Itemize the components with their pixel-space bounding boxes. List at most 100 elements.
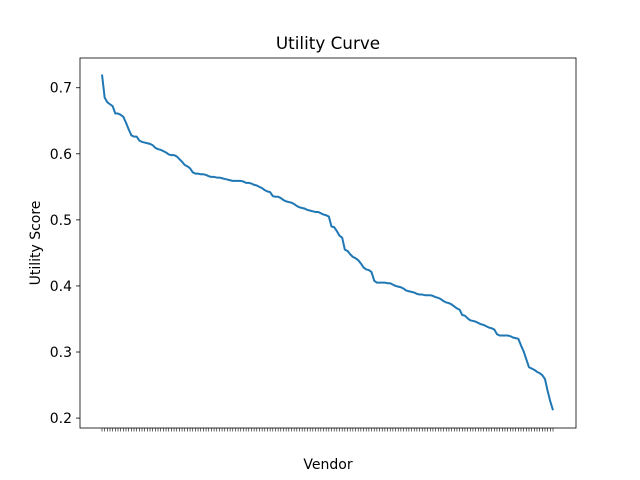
data-point <box>179 158 180 159</box>
data-point <box>149 143 150 144</box>
data-point <box>238 180 239 181</box>
data-point <box>136 136 137 137</box>
data-point <box>211 176 212 177</box>
data-point <box>526 359 527 360</box>
data-point <box>123 116 124 117</box>
data-point <box>379 282 380 283</box>
data-point <box>184 164 185 165</box>
data-point <box>192 172 193 173</box>
data-point <box>326 215 327 216</box>
data-point <box>392 284 393 285</box>
data-point <box>128 129 129 130</box>
data-point <box>286 201 287 202</box>
data-point <box>165 152 166 153</box>
data-point <box>491 328 492 329</box>
y-tick-label: 0.5 <box>50 213 72 229</box>
data-point <box>539 373 540 374</box>
data-point <box>157 149 158 150</box>
data-point <box>107 102 108 103</box>
data-point <box>229 180 230 181</box>
data-point <box>395 285 396 286</box>
data-point <box>427 295 428 296</box>
data-point <box>528 367 529 368</box>
data-point <box>181 161 182 162</box>
data-point <box>443 301 444 302</box>
data-point <box>432 295 433 296</box>
x-axis <box>101 428 554 432</box>
data-point <box>310 210 311 211</box>
data-point <box>507 335 508 336</box>
data-point <box>328 216 329 217</box>
data-point <box>358 260 359 261</box>
data-point <box>307 209 308 210</box>
data-point <box>125 122 126 123</box>
data-point <box>515 338 516 339</box>
data-point <box>246 182 247 183</box>
data-point <box>302 207 303 208</box>
data-point <box>518 338 519 339</box>
data-point <box>366 269 367 270</box>
data-point <box>256 185 257 186</box>
data-point <box>419 294 420 295</box>
data-point <box>339 235 340 236</box>
data-point <box>267 191 268 192</box>
data-point <box>350 254 351 255</box>
data-point <box>254 184 255 185</box>
data-point <box>454 306 455 307</box>
data-point <box>163 151 164 152</box>
data-point <box>213 176 214 177</box>
data-point <box>259 186 260 187</box>
data-point <box>390 283 391 284</box>
data-point <box>430 295 431 296</box>
y-tick-label: 0.7 <box>50 81 72 97</box>
data-point <box>219 177 220 178</box>
data-point <box>534 369 535 370</box>
data-point <box>552 410 553 411</box>
data-point <box>480 324 481 325</box>
data-point <box>438 297 439 298</box>
data-point <box>221 178 222 179</box>
data-point <box>475 321 476 322</box>
data-point <box>251 183 252 184</box>
data-point <box>472 320 473 321</box>
data-point <box>414 292 415 293</box>
data-point <box>424 295 425 296</box>
data-point <box>467 318 468 319</box>
data-point <box>352 256 353 257</box>
data-point <box>200 174 201 175</box>
data-point <box>446 302 447 303</box>
data-point <box>456 308 457 309</box>
data-point <box>224 178 225 179</box>
data-point <box>435 297 436 298</box>
data-point <box>248 182 249 183</box>
y-tick-label: 0.4 <box>50 279 72 295</box>
y-axis: 0.2 0.3 0.4 0.5 0.6 0.7 <box>50 81 80 427</box>
data-point <box>304 208 305 209</box>
data-point <box>536 371 537 372</box>
data-point <box>291 202 292 203</box>
data-point <box>299 207 300 208</box>
data-point <box>371 271 372 272</box>
data-point <box>283 199 284 200</box>
data-point <box>384 282 385 283</box>
y-tick-label: 0.2 <box>50 411 72 427</box>
data-point <box>440 299 441 300</box>
y-axis-label: Utility Score <box>28 201 44 286</box>
data-point <box>171 155 172 156</box>
data-point <box>403 288 404 289</box>
data-point <box>411 291 412 292</box>
data-point <box>235 180 236 181</box>
data-point <box>336 231 337 232</box>
data-point <box>315 211 316 212</box>
data-point <box>312 211 313 212</box>
data-point <box>270 192 271 193</box>
data-point <box>104 97 105 98</box>
data-point <box>139 140 140 141</box>
y-tick-label: 0.6 <box>50 147 72 163</box>
data-point <box>240 180 241 181</box>
data-point <box>462 314 463 315</box>
chart-title: Utility Curve <box>276 33 380 53</box>
series-layer <box>101 74 554 411</box>
data-point <box>133 136 134 137</box>
